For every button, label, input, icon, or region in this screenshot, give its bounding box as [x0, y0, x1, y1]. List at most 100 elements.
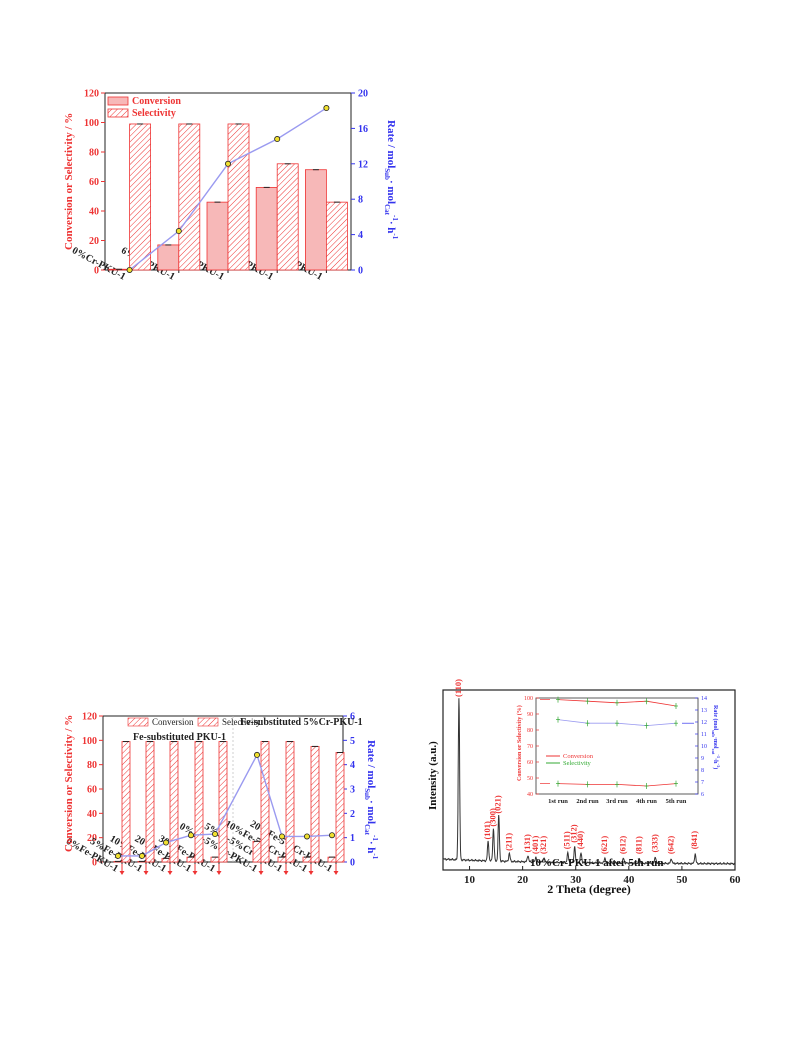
y-axis-label-left: Conversion or Selectivity / %: [63, 113, 75, 250]
legend: Conversion Selectivity: [107, 96, 181, 119]
legend-swatch-selectivity: [197, 717, 219, 727]
inset-chart: 40 50 60 70 80 90 100 6 7 8 9 10 11 12 13 14 1st run 2nd …: [516, 696, 721, 805]
y-tick-label: 100: [82, 736, 97, 747]
legend-swatch-conversion: [127, 717, 149, 727]
rate-point: [224, 160, 231, 167]
plot-frame: [442, 689, 736, 871]
peak-label: (811): [633, 836, 643, 854]
y-axis-label-left: Conversion or Selectivity / %: [63, 715, 75, 852]
peak-label: (131): [522, 834, 532, 853]
red-arrow-head: [192, 871, 198, 875]
inset-x-tick-label: 5th run: [666, 798, 687, 805]
xrd-pattern: [442, 698, 736, 866]
peak-label: (110): [453, 679, 463, 697]
y-tick-label: 0: [94, 266, 99, 277]
y-tick-label: 60: [89, 177, 99, 188]
x-tick-label: 10: [464, 874, 476, 886]
y-tick-label: 120: [82, 712, 97, 723]
xrd-trace: [442, 698, 736, 866]
red-arrow-head: [333, 871, 339, 875]
bar-selectivity: [276, 163, 299, 271]
peak-label: (841): [689, 831, 699, 850]
inset-x-tick-label: 2nd run: [576, 798, 599, 805]
legend-swatch-conversion: [107, 96, 129, 106]
red-arrow-head: [216, 871, 222, 875]
peak-label: (312): [569, 824, 579, 843]
rate-line: [126, 105, 330, 273]
peak-labels: (110) (101)(300)(021) (211) (131)(401)(321)…: [453, 679, 699, 854]
y-tick-label: 80: [87, 760, 97, 771]
inset-y2-tick-label: 11: [701, 732, 707, 738]
y2-tick-label: 2: [350, 809, 355, 820]
y2-tick-label: 4: [350, 760, 355, 771]
red-arrow-head: [308, 871, 314, 875]
y2-tick-label: 12: [358, 159, 368, 170]
peak-label: (321): [538, 836, 548, 855]
y2-tick-label: 4: [358, 230, 363, 241]
inset-y-tick-label: 90: [527, 712, 533, 718]
inset-y2-tick-label: 6: [701, 792, 704, 798]
bar-conversion: [157, 244, 180, 271]
red-arrow-head: [167, 871, 173, 875]
chart-xrd: 10 20 30 40 50 60 (110)(101)(300)(021)(211) (1…: [427, 679, 742, 896]
inset-x-tick-label: 1st run: [548, 798, 568, 805]
bar-conversion: [206, 201, 229, 271]
y2-tick-label: 0: [358, 266, 363, 277]
inset-legend-conversion: Conversion: [563, 753, 594, 760]
y-tick-label: 80: [89, 148, 99, 159]
y2-tick-label: 20: [358, 89, 368, 100]
bar-conversion: [255, 186, 278, 271]
legend-conversion: Conversion: [152, 717, 194, 727]
bar-selectivity: [129, 123, 152, 271]
rate-point: [328, 832, 335, 839]
inset-y-tick-label: 100: [524, 696, 533, 702]
y2-tick-label: 16: [358, 124, 368, 135]
legend-conversion: Conversion: [132, 96, 181, 107]
inset-x-tick-label: 4th run: [636, 798, 657, 805]
rate-point: [115, 852, 122, 859]
x-tick-label: 60: [730, 874, 742, 886]
sample-label: 10%Cr-PKU-1 after 5th run: [530, 857, 664, 869]
inset-y2-tick-label: 7: [701, 780, 704, 786]
peak-label: (511): [562, 831, 572, 849]
inset-y-tick-label: 50: [527, 776, 533, 782]
peak-label: (642): [665, 836, 675, 855]
x-tick-label: 30: [570, 874, 582, 886]
peak-label: (401): [530, 836, 540, 855]
inset-legend: Conversion Selectivity: [546, 753, 594, 767]
chart-cr-pku: 0204060801001200481216200%Cr-PKU-16%Cr-P…: [63, 89, 399, 283]
inset-y2-tick-label: 13: [701, 708, 707, 714]
inset-y2-tick-label: 10: [701, 744, 707, 750]
inset-y-tick-label: 40: [527, 792, 533, 798]
red-arrow-head: [283, 871, 289, 875]
inset-y-tick-label: 70: [527, 744, 533, 750]
rate-point: [187, 832, 194, 839]
y-axis-label-right: Rate / molSub· molCat-1· h-1: [383, 120, 399, 240]
red-arrow-head: [119, 871, 125, 875]
peak-label: (021): [493, 795, 503, 814]
y-tick-label: 60: [87, 785, 97, 796]
group-title-fe-cr-pku: Fe-substituted 5%Cr-PKU-1: [240, 717, 363, 728]
legend-selectivity: Selectivity: [132, 108, 176, 119]
rate-point: [175, 228, 182, 235]
inset-y-label-left: Conversion or Selectivity (%): [516, 705, 523, 781]
y2-tick-label: 3: [350, 785, 355, 796]
peak-label: (333): [649, 834, 659, 853]
rate-point: [162, 839, 169, 846]
y2-tick-label: 8: [358, 195, 363, 206]
bar-conversion: [304, 169, 327, 271]
y-tick-label: 120: [84, 89, 99, 100]
peak-label: (612): [618, 836, 628, 855]
bar-group: [108, 123, 348, 271]
legend: Conversion Selectivity: [127, 717, 261, 727]
bar-selectivity: [325, 201, 348, 271]
peak-label: (211): [503, 833, 513, 851]
x-tick-label: 40: [623, 874, 635, 886]
group-title-fe-pku: Fe-substituted PKU-1: [133, 732, 226, 743]
y-axis-label: Intensity (a.u.): [427, 741, 439, 810]
peak-label: (440): [575, 831, 585, 850]
inset-y2-tick-label: 9: [701, 756, 704, 762]
bar-group: [113, 741, 345, 863]
rate-point: [211, 831, 218, 838]
y-tick-label: 100: [84, 118, 99, 129]
